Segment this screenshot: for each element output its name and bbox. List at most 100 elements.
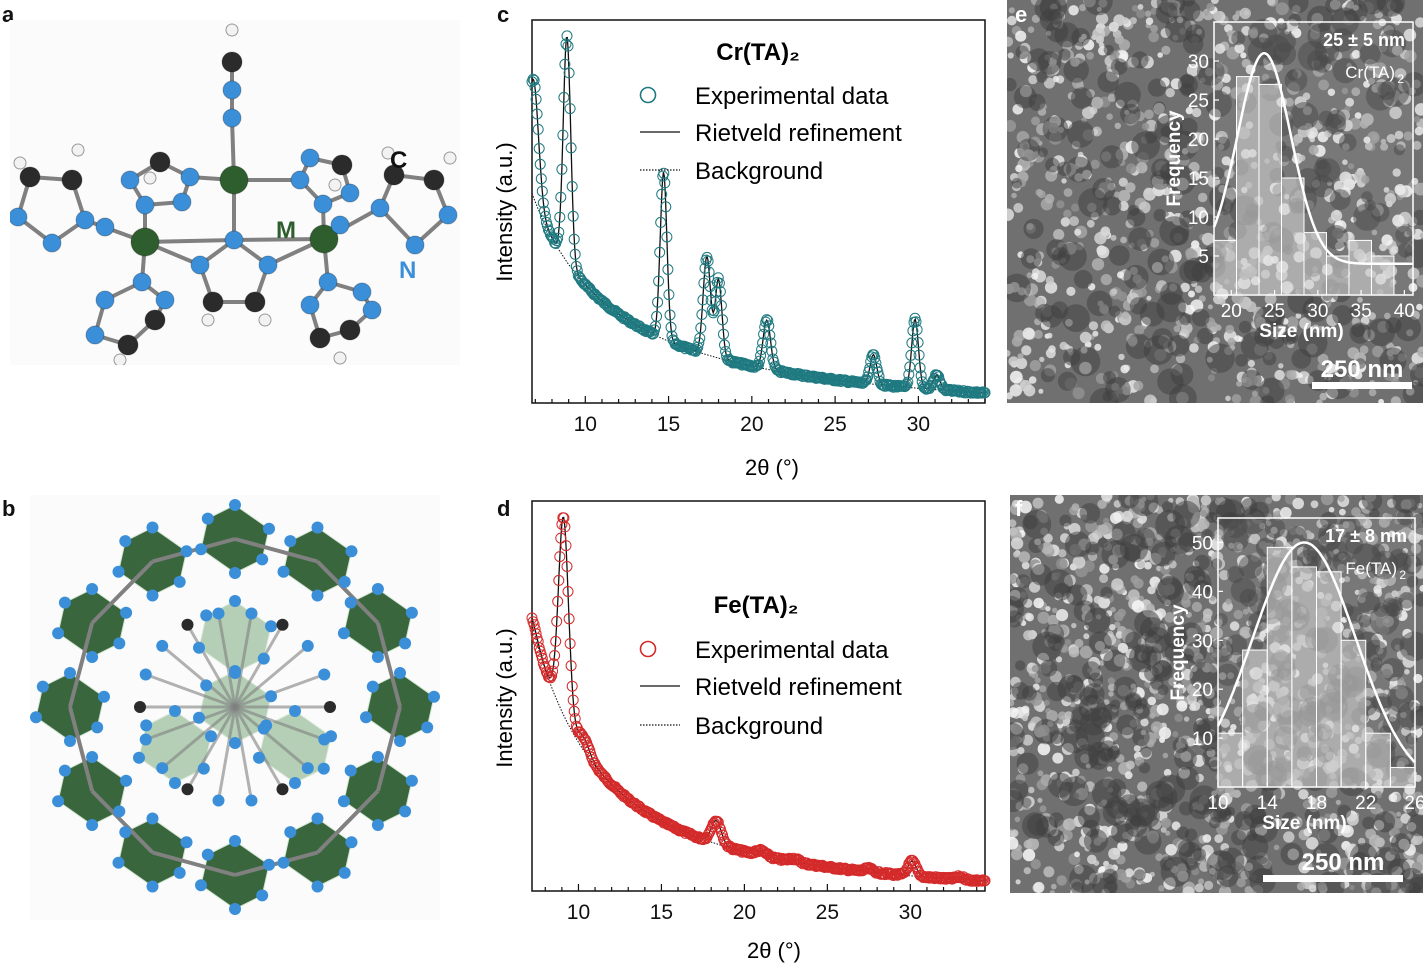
particle [1247, 359, 1255, 368]
particle [1183, 716, 1190, 722]
particle [1364, 142, 1373, 151]
particle [1079, 645, 1093, 659]
particle [1229, 791, 1236, 798]
particle [1415, 17, 1423, 28]
carbon-atom [144, 309, 166, 331]
particle [1349, 884, 1355, 891]
particle [1110, 512, 1122, 524]
particle [1214, 834, 1224, 843]
particle [1210, 626, 1223, 640]
particle [1093, 595, 1102, 604]
particle [1101, 495, 1113, 502]
nitrogen-atom [200, 679, 213, 692]
particle [1022, 327, 1035, 340]
x-tick-label: 30 [899, 901, 922, 924]
pore [1109, 245, 1130, 266]
particle [1039, 356, 1045, 363]
particle [1414, 182, 1423, 196]
particle [1007, 349, 1011, 357]
carbon-atom [149, 151, 171, 173]
particle [1381, 234, 1393, 246]
particle [1125, 163, 1137, 174]
particle [1064, 711, 1073, 720]
pore [1057, 161, 1072, 176]
particle [1074, 851, 1080, 858]
linker-atom [318, 733, 331, 746]
particle [1346, 813, 1359, 826]
nitrogen-atom [95, 217, 115, 237]
particle [1343, 576, 1351, 583]
x-tick-label: 10 [1207, 793, 1228, 814]
particle [1329, 813, 1338, 821]
particle [1239, 626, 1252, 639]
nitrogen-atom [201, 848, 214, 861]
pore [1180, 73, 1195, 89]
y-axis-label: Frequency [1164, 110, 1185, 207]
pore [1238, 320, 1252, 334]
particle [1165, 88, 1175, 98]
particle [1368, 312, 1376, 320]
linker-atom [212, 794, 225, 807]
bond [161, 705, 236, 770]
particle [1124, 868, 1134, 878]
pore [1044, 569, 1073, 598]
particle [1181, 322, 1193, 335]
data-point [547, 665, 559, 677]
pore [1116, 714, 1138, 736]
nitrogen-atom [197, 762, 210, 775]
particle [1200, 495, 1212, 506]
pore [1102, 391, 1113, 402]
nitrogen-atom [311, 589, 324, 602]
particle [1008, 7, 1015, 14]
carbon-atom [244, 291, 266, 313]
data-point [699, 262, 711, 274]
nitrogen-atom [257, 652, 270, 665]
pore [1128, 204, 1140, 216]
pore [1010, 610, 1023, 628]
pore [1339, 133, 1357, 152]
pore [1362, 816, 1375, 830]
plot-frame [531, 19, 986, 404]
pore [1084, 607, 1111, 634]
pore [1391, 833, 1411, 853]
bond [217, 706, 237, 801]
particle [1267, 0, 1276, 6]
pore [1397, 242, 1413, 258]
particle [1141, 122, 1150, 131]
particle [1404, 669, 1410, 675]
data-point [532, 123, 544, 135]
particle [1341, 87, 1349, 95]
legend-marker-experimental [639, 86, 657, 104]
x-tick-label: 30 [1307, 301, 1328, 322]
particle [1317, 362, 1326, 372]
particle [1133, 745, 1141, 752]
pore [1368, 508, 1380, 520]
particle [1188, 290, 1195, 298]
nitrogen-atom [263, 858, 275, 871]
data-point [757, 337, 769, 349]
particle [1099, 574, 1109, 584]
particle [1318, 79, 1329, 91]
particle [1011, 192, 1017, 199]
pore [1016, 574, 1031, 589]
data-point [554, 551, 566, 563]
pore [1153, 101, 1166, 115]
particle [1115, 631, 1124, 639]
data-point [564, 638, 576, 650]
pore [1027, 48, 1050, 71]
pore [1205, 90, 1232, 118]
pore [1051, 247, 1071, 266]
data-point [560, 540, 572, 552]
particle [1037, 742, 1051, 756]
particle [1072, 555, 1086, 569]
carbon-atom [117, 334, 139, 356]
nitrogen-atom [338, 866, 351, 879]
pore [1123, 264, 1149, 290]
pore [1357, 591, 1381, 615]
linker-atom [156, 762, 169, 775]
particle [1368, 388, 1377, 397]
carbon-atom [423, 169, 445, 191]
pore [1313, 159, 1332, 178]
particle [1232, 14, 1239, 21]
particle [1137, 4, 1144, 10]
